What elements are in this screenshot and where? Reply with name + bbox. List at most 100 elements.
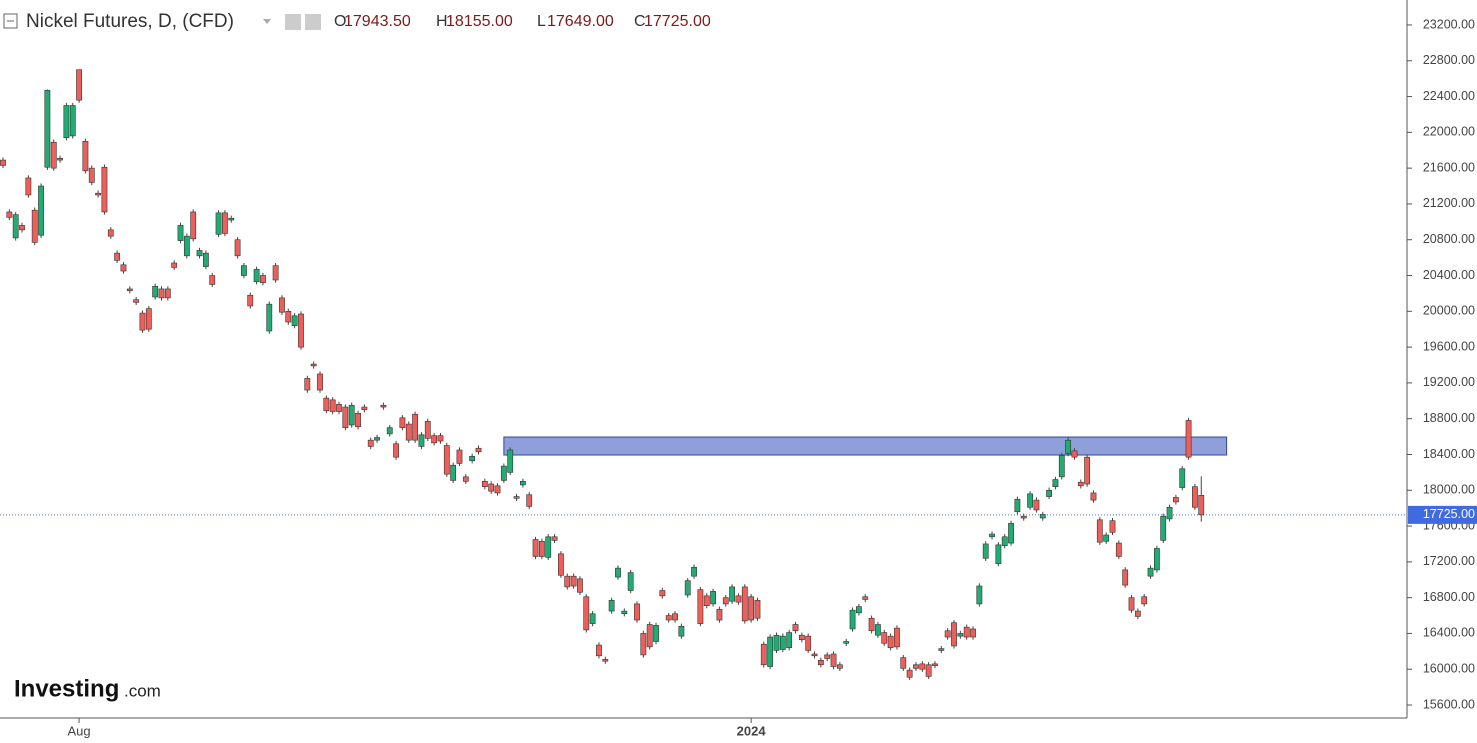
y-tick-label: 17200.00 (1423, 554, 1475, 568)
y-tick-label: 20000.00 (1423, 304, 1475, 318)
candle-body (868, 617, 875, 632)
candle-body (1128, 597, 1135, 611)
candle-body (63, 105, 70, 139)
candle-body (6, 211, 13, 218)
candle-body (710, 591, 716, 605)
candle-body (450, 464, 457, 481)
candle-body (558, 553, 564, 576)
candle-body (678, 625, 685, 637)
candle-body (310, 363, 317, 367)
candle-body (1122, 569, 1129, 586)
candle-body (164, 288, 171, 299)
candle-body (139, 312, 146, 331)
y-tick-label: 19200.00 (1423, 375, 1475, 389)
candle-body (393, 443, 399, 458)
candle-body (1153, 548, 1160, 571)
candle-body (925, 664, 932, 677)
settings-icon[interactable] (305, 14, 321, 30)
candle-body (145, 308, 152, 330)
candle-body (1115, 542, 1122, 557)
candle-body (855, 606, 862, 614)
candle-body (621, 610, 628, 615)
candle-body (494, 485, 501, 494)
candle-body (183, 235, 190, 257)
candle-body (963, 626, 970, 638)
candle-body (95, 192, 101, 196)
candle-body (773, 634, 780, 651)
candle-body (640, 633, 647, 656)
candle-body (798, 634, 805, 641)
candle-body (31, 209, 38, 243)
candle-body (538, 540, 545, 557)
candle-body (748, 596, 755, 621)
candle-body (589, 613, 596, 624)
last-price-tag (1408, 505, 1477, 524)
icon-box[interactable] (3, 13, 18, 29)
candle-body (906, 669, 913, 678)
candle-body (830, 653, 837, 667)
last-price-label: 17725.00 (1423, 507, 1475, 521)
x-tick-label: 2024 (737, 723, 767, 738)
candle-body (1058, 455, 1065, 478)
candle-body (431, 435, 438, 444)
candle-body (336, 404, 342, 412)
candle-body (253, 268, 260, 283)
candle-body (291, 315, 298, 326)
candle-body (500, 465, 507, 481)
candle-body (38, 185, 44, 236)
candle-body (976, 585, 983, 605)
stat-value: 17725.00 (644, 13, 711, 30)
candle-body (760, 643, 767, 666)
stat-value: 17649.00 (547, 13, 614, 30)
candle-body (875, 624, 881, 636)
candle-body (348, 404, 355, 426)
candle-body (805, 635, 812, 651)
candle-body (133, 299, 140, 303)
candle-body (1020, 515, 1027, 519)
candle-body (602, 659, 609, 662)
candle-body (627, 572, 634, 591)
candle-body (1134, 610, 1141, 617)
candle-body (862, 596, 869, 600)
candle-body (101, 166, 108, 213)
candle-body (355, 413, 361, 428)
candle-body (266, 303, 273, 332)
candle-body (120, 264, 127, 272)
candle-body (545, 536, 552, 558)
candle-body (894, 627, 900, 648)
candle-body (272, 265, 279, 281)
candle-body (1160, 515, 1167, 541)
candle-body (957, 633, 964, 637)
candle-body (437, 435, 444, 442)
candle-body (107, 229, 114, 237)
candle-body (703, 595, 710, 607)
candle-body (285, 311, 292, 323)
candle-body (970, 628, 976, 638)
candle-body (1014, 498, 1021, 513)
candle-body (982, 543, 989, 559)
candle-body (615, 567, 621, 578)
candle-body (1033, 499, 1040, 511)
candle-body (298, 313, 304, 348)
candle-body (126, 288, 133, 292)
candle-body (57, 157, 63, 161)
candle-body (424, 421, 431, 439)
dropdown-arrow[interactable] (263, 19, 271, 24)
candle-body (317, 373, 323, 391)
resistance-zone (503, 436, 1228, 456)
candle-body (329, 399, 336, 412)
eye-icon[interactable] (285, 14, 301, 30)
y-tick-label: 21600.00 (1423, 160, 1475, 174)
y-tick-label: 18800.00 (1423, 411, 1475, 425)
candle-body (260, 275, 266, 283)
candle-body (779, 635, 786, 650)
collapse-icon[interactable] (3, 13, 18, 29)
candle-body (697, 589, 704, 624)
logo-suffix: .com (124, 681, 161, 700)
candle-body (596, 644, 602, 657)
candle-body (767, 636, 774, 667)
candle-body (1008, 523, 1014, 544)
y-tick-label: 22400.00 (1423, 89, 1475, 103)
candle-body (913, 664, 919, 669)
